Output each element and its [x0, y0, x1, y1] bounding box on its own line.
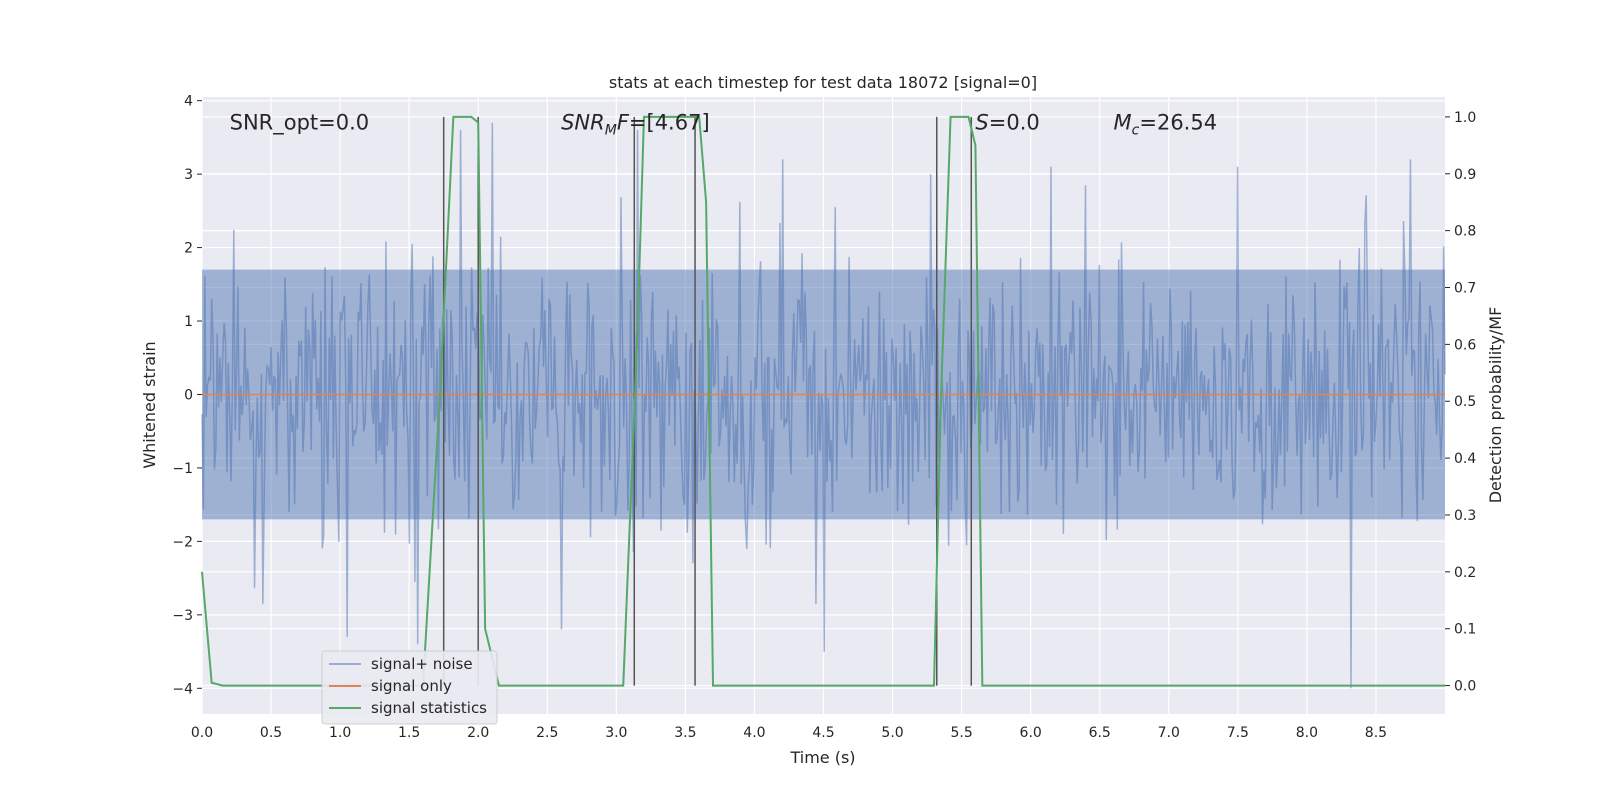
y-tick-label: 1	[184, 314, 193, 330]
x-tick-label: 0.5	[260, 725, 282, 741]
x-tick-label: 7.5	[1227, 725, 1249, 741]
y-tick-label: −2	[172, 534, 193, 550]
y2-tick-label: 0.5	[1454, 394, 1476, 410]
y-axis-label: Whitened strain	[140, 341, 159, 468]
legend: signal+ noise signal only signal statist…	[321, 650, 498, 725]
legend-box	[321, 650, 498, 725]
x-tick-label: 1.5	[398, 725, 420, 741]
x-tick-label: 3.0	[605, 725, 627, 741]
x-tick-label: 6.0	[1020, 725, 1042, 741]
y-tick-label: 2	[184, 241, 193, 257]
annotation-2: S=0.0	[975, 111, 1039, 135]
y2-tick-label: 0.9	[1454, 167, 1476, 183]
y2-tick-label: 0.6	[1454, 337, 1476, 353]
annotation-1: SNRMF=[4.67]	[561, 111, 710, 139]
annotation-3: Mc=26.54	[1114, 111, 1218, 139]
y-tick-label: 0	[184, 387, 193, 403]
y-tick-label: 4	[184, 94, 193, 110]
x-tick-label: 2.0	[467, 725, 489, 741]
x-tick-label: 6.5	[1089, 725, 1111, 741]
series-signal-statistics	[201, 115, 1445, 687]
y2-tick-label: 0.7	[1454, 281, 1476, 297]
x-tick-label: 3.5	[674, 725, 696, 741]
y2-tick-label: 0.2	[1454, 565, 1476, 581]
y-tick-label: −1	[172, 461, 193, 477]
y2-tick-label: 0.1	[1454, 622, 1476, 638]
x-axis-label: Time (s)	[789, 748, 855, 767]
x-tick-label: 7.0	[1158, 725, 1180, 741]
chart-title: stats at each timestep for test data 180…	[609, 73, 1037, 92]
data-layer	[201, 115, 1446, 689]
series-signal-noise	[201, 122, 1446, 689]
legend-label-signal-only: signal only	[371, 677, 452, 695]
legend-label-signal-noise: signal+ noise	[371, 655, 473, 673]
x-tick-label: 5.5	[950, 725, 972, 741]
y2-tick-label: 0.0	[1454, 679, 1476, 695]
x-tick-label: 2.5	[536, 725, 558, 741]
y2-tick-label: 0.4	[1454, 451, 1476, 467]
y2-tick-label: 1.0	[1454, 110, 1476, 126]
x-tick-label: 5.0	[881, 725, 903, 741]
axes: 0.0 0.5 1.0 1.5 2.0 2.5 3.0 3.5 4.0 4.5 5.0 5.5 6.0 6…	[172, 94, 1476, 741]
y2-tick-label: 0.3	[1454, 508, 1476, 524]
y-tick-label: −3	[172, 608, 193, 624]
x-tick-label: 8.5	[1365, 725, 1387, 741]
x-tick-label: 0.0	[191, 725, 213, 741]
annotations: SNR_opt=0.0 SNRMF=[4.67] S=0.0 Mc=26.54	[230, 111, 1217, 139]
y-tick-label: 3	[184, 167, 193, 183]
x-tick-label: 4.5	[812, 725, 834, 741]
y2-tick-label: 0.8	[1454, 224, 1476, 240]
y2-axis-label: Detection probability/MF	[1486, 307, 1505, 504]
legend-label-signal-statistics: signal statistics	[371, 699, 487, 717]
annotation-0: SNR_opt=0.0	[230, 111, 370, 136]
x-tick-label: 8.0	[1296, 725, 1318, 741]
y-tick-label: −4	[172, 681, 193, 697]
x-tick-label: 1.0	[329, 725, 351, 741]
x-tick-label: 4.0	[743, 725, 765, 741]
